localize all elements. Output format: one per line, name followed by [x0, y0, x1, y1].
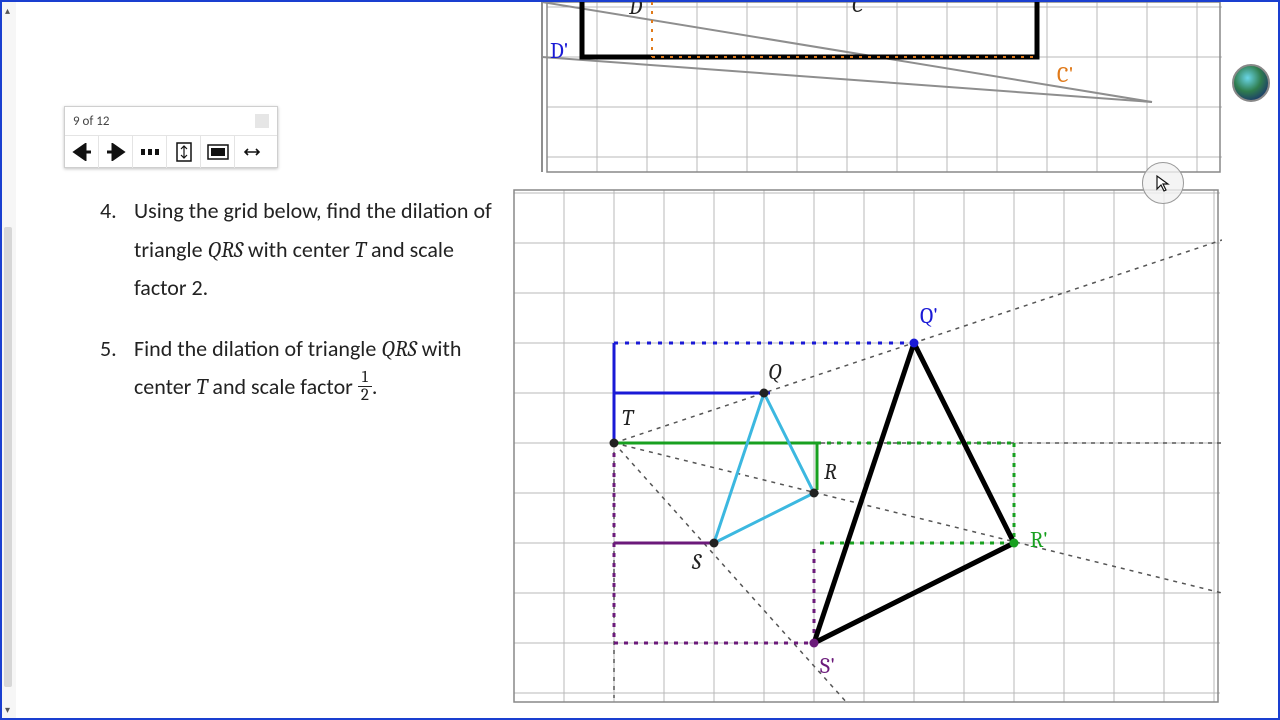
svg-text:R: R	[824, 459, 837, 485]
svg-text:S': S'	[820, 653, 835, 679]
thumbnails-button[interactable]	[133, 136, 167, 168]
q5-text-d: .	[372, 373, 378, 400]
scroll-down-icon[interactable]: ▾	[5, 703, 10, 716]
prev-button[interactable]	[65, 136, 99, 168]
q4-text-b: with center	[243, 236, 355, 263]
arrow-right-icon	[105, 143, 127, 161]
arrow-left-icon	[71, 143, 93, 161]
thumbnails-icon	[141, 145, 159, 159]
svg-text:R': R'	[1030, 527, 1048, 553]
scroll-up-icon[interactable]: ▴	[5, 4, 10, 17]
q5-text-c: and scale factor	[207, 373, 357, 400]
scroll-thumb[interactable]	[4, 227, 12, 687]
hresize-icon	[243, 146, 261, 158]
svg-text:T: T	[622, 405, 635, 431]
fit-page-button[interactable]	[167, 136, 201, 168]
cursor-indicator	[1142, 162, 1184, 204]
bottom-diagram: T Q R S Q' R' S'	[512, 188, 1222, 704]
fit-width-icon	[207, 144, 229, 160]
svg-text:S: S	[691, 549, 702, 575]
q4-tri: QRS	[208, 237, 243, 263]
q5-number: 5.	[100, 330, 134, 407]
top-diagram: D C D' C'	[512, 2, 1222, 182]
nav-toolbar: 9 of 12	[64, 106, 278, 168]
user-avatar[interactable]	[1232, 64, 1270, 102]
fit-page-icon	[176, 142, 192, 162]
page-indicator: 9 of 12	[73, 114, 109, 129]
cursor-icon	[1154, 174, 1172, 192]
q5-fraction: 12	[358, 369, 372, 404]
question-list: 4. Using the grid below, find the dilati…	[100, 192, 500, 429]
question-4: 4. Using the grid below, find the dilati…	[100, 192, 500, 308]
q5-center: T	[196, 374, 207, 400]
q4-number: 4.	[100, 192, 134, 308]
svg-text:D: D	[628, 2, 643, 20]
toolbar-buttons	[65, 135, 277, 167]
left-scrollbar[interactable]: ▴ ▾	[2, 2, 16, 718]
q5-frac-n: 1	[358, 369, 372, 387]
page-indicator-row: 9 of 12	[65, 107, 277, 135]
svg-text:D': D'	[550, 38, 569, 64]
actual-size-button[interactable]	[235, 136, 269, 168]
q5-tri: QRS	[381, 336, 416, 362]
q5-body: Find the dilation of triangle QRS with c…	[134, 330, 500, 407]
question-5: 5. Find the dilation of triangle QRS wit…	[100, 330, 500, 407]
svg-text:C: C	[852, 2, 864, 18]
svg-text:C': C'	[1057, 62, 1074, 88]
q4-body: Using the grid below, find the dilation …	[134, 192, 500, 308]
next-button[interactable]	[99, 136, 133, 168]
q4-center: T	[355, 237, 366, 263]
fit-width-button[interactable]	[201, 136, 235, 168]
q5-frac-d: 2	[358, 387, 372, 404]
svg-text:Q: Q	[768, 359, 782, 385]
svg-text:Q': Q'	[920, 303, 938, 329]
q5-text-a: Find the dilation of triangle	[134, 335, 381, 362]
page-menu-icon[interactable]	[255, 114, 269, 128]
